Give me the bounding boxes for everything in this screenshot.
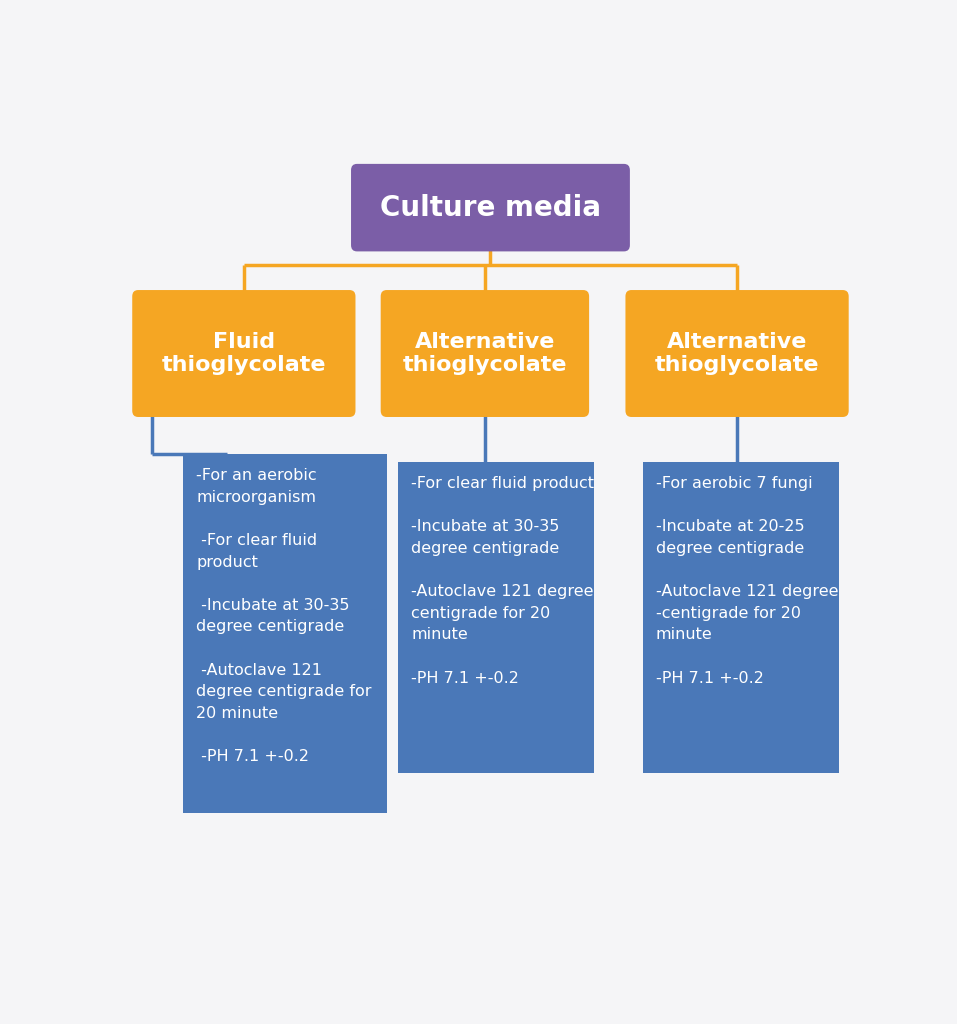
FancyBboxPatch shape — [642, 462, 839, 773]
Text: -For clear fluid product

-Incubate at 30-35
degree centigrade

-Autoclave 121 d: -For clear fluid product -Incubate at 30… — [412, 476, 594, 685]
Text: Alternative
thioglycolate: Alternative thioglycolate — [655, 332, 819, 375]
FancyBboxPatch shape — [351, 164, 630, 252]
FancyBboxPatch shape — [381, 290, 590, 417]
Text: Fluid
thioglycolate: Fluid thioglycolate — [162, 332, 326, 375]
Text: -For aerobic 7 fungi

-Incubate at 20-25
degree centigrade

-Autoclave 121 degre: -For aerobic 7 fungi -Incubate at 20-25 … — [656, 476, 838, 685]
FancyBboxPatch shape — [183, 454, 387, 813]
FancyBboxPatch shape — [398, 462, 594, 773]
Text: -For an aerobic
microorganism

 -For clear fluid
product

 -Incubate at 30-35
de: -For an aerobic microorganism -For clear… — [196, 468, 371, 764]
FancyBboxPatch shape — [626, 290, 849, 417]
Text: Alternative
thioglycolate: Alternative thioglycolate — [403, 332, 568, 375]
Text: Culture media: Culture media — [380, 194, 601, 221]
FancyBboxPatch shape — [132, 290, 355, 417]
